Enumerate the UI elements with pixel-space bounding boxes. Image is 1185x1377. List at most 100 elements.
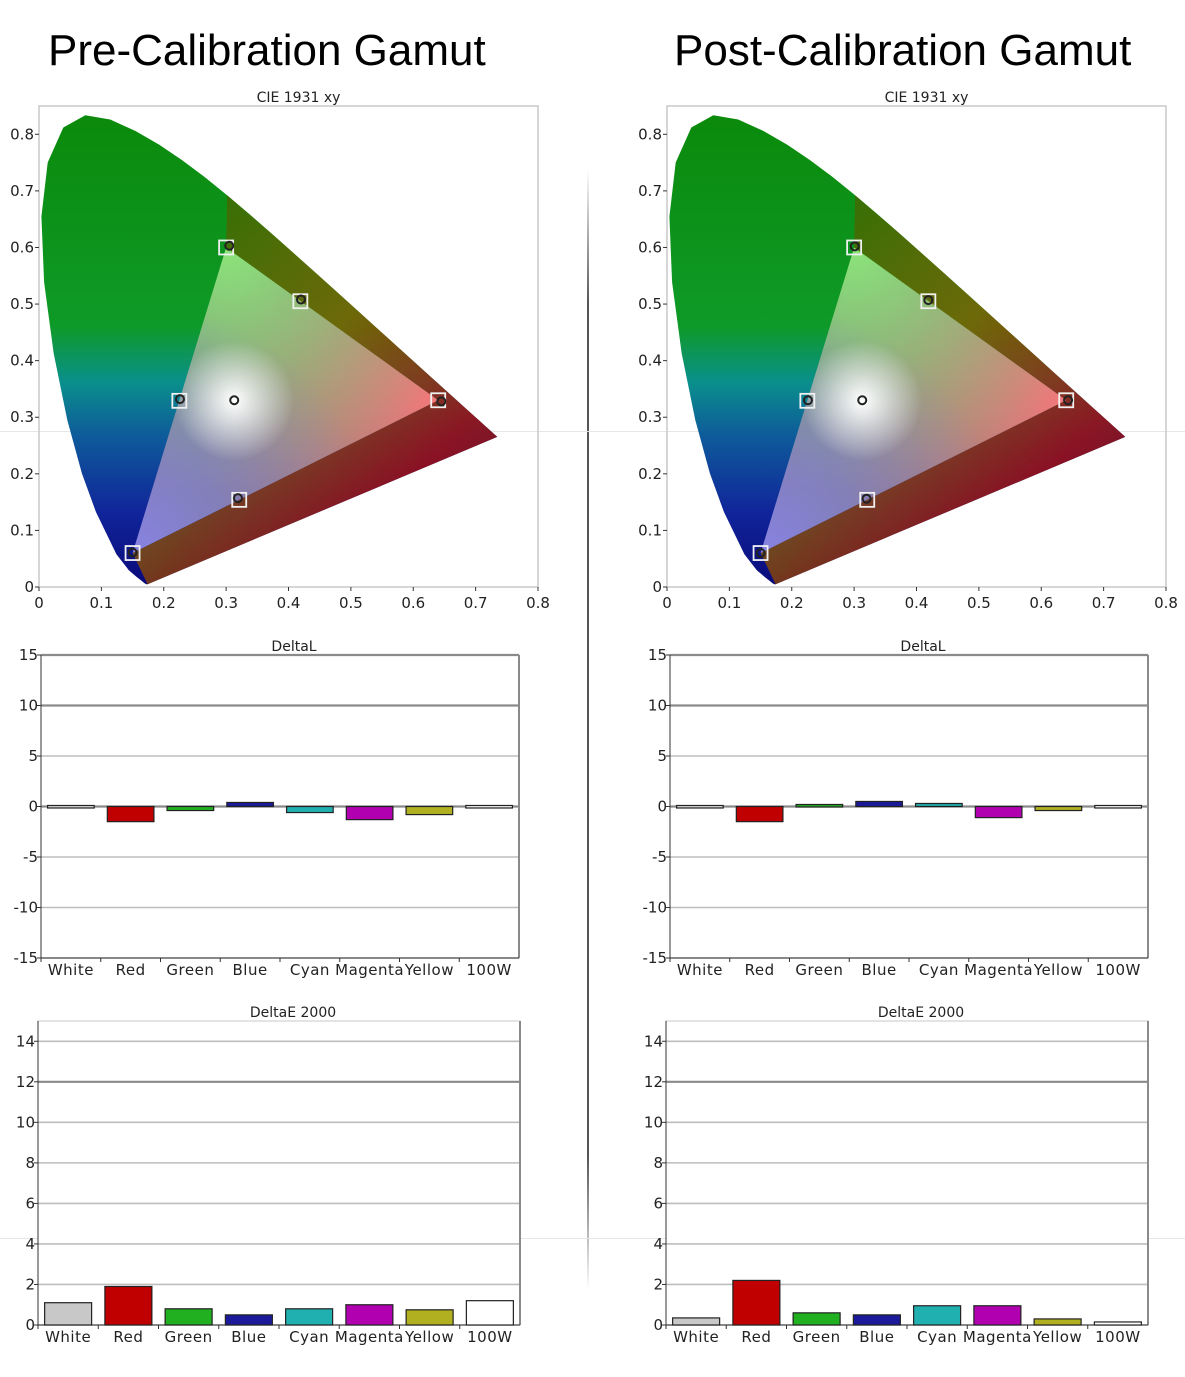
bar-white (675, 804, 724, 809)
bar-100w (1094, 804, 1143, 809)
y-tick-label: 10 (19, 697, 38, 715)
y-tick-label: 0 (652, 578, 662, 596)
bar-yellow (1033, 1318, 1082, 1326)
y-tick-label: 0.1 (638, 521, 662, 539)
x-tick-label: Red (113, 1328, 143, 1346)
x-tick-label: 0.8 (1154, 594, 1178, 612)
x-tick-label: 0 (34, 594, 44, 612)
y-tick-label: 2 (25, 1275, 35, 1293)
x-tick-label: Cyan (290, 961, 330, 979)
target-square-blue (752, 545, 769, 561)
x-tick-label: 100W (466, 961, 511, 979)
cie-chart-post: 0 0.1 0.2 0.3 0.4 0.5 0.6 0.7 0.8 0 0.1 0.2 0.3 0.4 0.… (638, 90, 1178, 612)
measured-point-magenta (232, 493, 243, 504)
post-calibration-heading: Post-Calibration Gamut (674, 26, 1132, 75)
y-tick-label: 15 (19, 646, 38, 664)
chart-title: DeltaE 2000 (878, 1005, 964, 1021)
x-tick-label: 100W (1095, 961, 1140, 979)
x-tick-label: Magenta (335, 961, 404, 979)
x-tick-label: 100W (467, 1328, 512, 1346)
x-tick-label: Green (795, 961, 843, 979)
measured-point-blue (127, 547, 138, 558)
pre-calibration-heading: Pre-Calibration Gamut (48, 26, 486, 75)
target-square-blue (124, 545, 141, 561)
bar-green (792, 1312, 841, 1326)
y-tick-label: 12 (16, 1073, 35, 1091)
target-square-cyan (171, 392, 188, 409)
x-tick-label: White (677, 961, 723, 979)
y-tick-label: 0.8 (638, 125, 662, 143)
gamut-white-field (132, 247, 439, 554)
x-tick-label: Cyan (917, 1328, 957, 1346)
x-tick-label: 0.7 (1092, 594, 1116, 612)
measured-point-red (1063, 395, 1074, 406)
x-tick-label: Yellow (1033, 961, 1083, 979)
bar-100w (465, 1300, 514, 1326)
y-tick-label: 5 (657, 747, 667, 765)
y-tick-label: 0.3 (10, 408, 34, 426)
x-tick-label: Blue (233, 961, 268, 979)
x-tick-label: 0.5 (339, 594, 363, 612)
x-tick-label: Red (745, 961, 775, 979)
x-tick-label: Cyan (919, 961, 959, 979)
cie-title: CIE 1931 xy (885, 90, 969, 106)
y-tick-label: -15 (643, 949, 668, 967)
x-tick-label: Yellow (404, 1328, 454, 1346)
y-tick-label: -10 (14, 899, 39, 917)
x-tick-label: 0.2 (780, 594, 804, 612)
measured-point-blue (755, 548, 766, 559)
y-tick-label: -10 (643, 899, 668, 917)
bar-cyan (914, 802, 963, 808)
measured-point-yellow (295, 294, 306, 305)
bar-magenta (973, 1305, 1022, 1326)
x-tick-label: 0.3 (214, 594, 238, 612)
target-square-red (1058, 392, 1075, 409)
bar-white (46, 804, 95, 809)
x-tick-label: Magenta (964, 961, 1033, 979)
x-tick-label: Cyan (289, 1328, 329, 1346)
plot-frame (665, 1020, 1149, 1326)
panel-divider (587, 170, 589, 1290)
y-tick-label: 0.5 (10, 295, 34, 313)
y-tick-label: 0.4 (10, 352, 34, 370)
bar-red (104, 1285, 153, 1326)
bar-blue (226, 801, 275, 808)
x-tick-label: 0 (662, 594, 672, 612)
x-tick-label: White (45, 1328, 91, 1346)
bar-blue (852, 1314, 901, 1326)
x-tick-label: 0.2 (152, 594, 176, 612)
bar-100w (1093, 1321, 1142, 1326)
target-square-magenta (231, 491, 248, 508)
y-tick-label: 4 (25, 1235, 35, 1253)
x-tick-label: 0.3 (842, 594, 866, 612)
chart-title: DeltaL (900, 639, 945, 655)
bar-green (164, 1308, 213, 1326)
x-tick-label: 100W (1095, 1328, 1140, 1346)
x-tick-label: 0.4 (905, 594, 929, 612)
bar-red (106, 805, 155, 823)
y-tick-label: 15 (648, 646, 667, 664)
y-tick-label: 0.5 (638, 295, 662, 313)
x-tick-label: Magenta (335, 1328, 404, 1346)
x-tick-label: Yellow (1032, 1328, 1082, 1346)
y-tick-label: 2 (653, 1275, 663, 1293)
measured-point-green (849, 241, 860, 252)
outer-gamut-band (760, 195, 1126, 585)
target-square-magenta (859, 491, 876, 508)
deltal-chart-post: -15 -10 -5 0 5 10 15 White Red Green Blue Cyan Magen… (643, 639, 1149, 979)
y-tick-label: 5 (28, 747, 38, 765)
outer-gamut-band (132, 195, 498, 585)
y-tick-label: 0.8 (10, 125, 34, 143)
measured-point-white (857, 395, 868, 406)
bar-magenta (345, 805, 394, 821)
y-tick-label: 0 (653, 1316, 663, 1334)
bar-green (166, 805, 215, 812)
measured-point-yellow (923, 295, 934, 306)
y-tick-label: 14 (644, 1032, 663, 1050)
y-tick-label: 0.7 (10, 182, 34, 200)
x-tick-label: White (48, 961, 94, 979)
y-tick-label: 12 (644, 1073, 663, 1091)
x-tick-label: Green (166, 961, 214, 979)
cie-title: CIE 1931 xy (257, 90, 341, 106)
